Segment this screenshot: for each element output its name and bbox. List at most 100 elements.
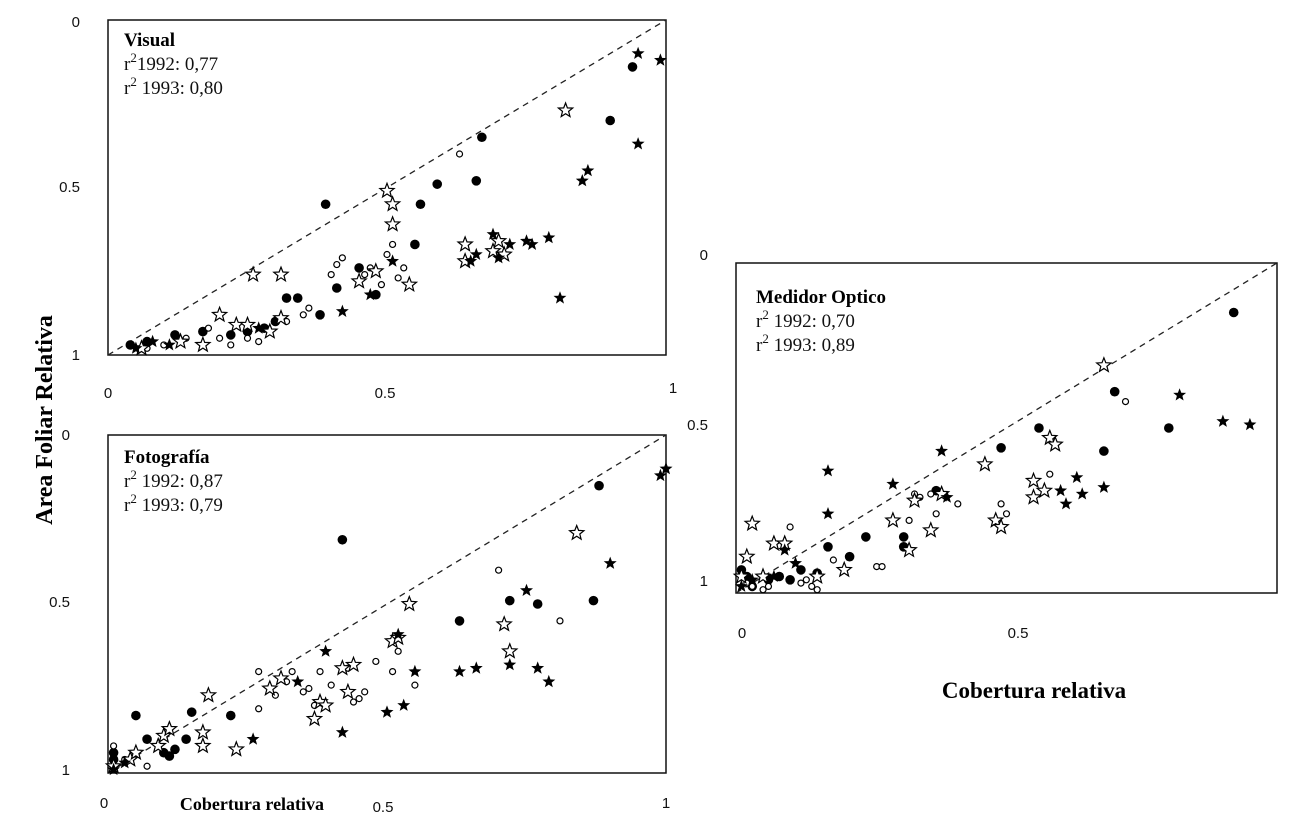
data-point-filled-circle (1109, 386, 1120, 397)
data-point-filled-circle (844, 551, 855, 562)
data-point-open-star (227, 315, 246, 333)
data-point-filled-star (453, 664, 466, 678)
data-point-open-star (1024, 471, 1043, 489)
data-point-open-star (272, 308, 290, 326)
data-point-filled-star (789, 556, 802, 569)
data-point-open-star (149, 736, 168, 754)
data-point-filled-star (1173, 388, 1187, 401)
data-point-open-star (400, 275, 419, 293)
data-point-open-circle (400, 264, 408, 272)
data-point-open-star (992, 517, 1010, 535)
plot-frame (107, 19, 667, 356)
data-point-filled-circle (1228, 307, 1239, 318)
data-point-open-circle (388, 240, 397, 249)
data-point-open-circle (797, 579, 805, 587)
data-point-open-star (922, 521, 940, 538)
data-point-filled-star (520, 583, 533, 596)
data-point-open-circle (243, 334, 252, 342)
data-point-filled-star (631, 46, 645, 59)
y-tick-label: 0 (62, 427, 70, 444)
data-point-filled-star (319, 644, 333, 657)
data-point-open-star (383, 195, 402, 212)
data-point-open-star (316, 696, 335, 713)
data-point-filled-circle (281, 293, 292, 303)
data-point-open-star (905, 491, 924, 509)
data-point-filled-star (492, 251, 506, 264)
data-point-open-circle (1046, 470, 1054, 478)
data-point-open-circle (748, 582, 756, 591)
data-point-filled-star (520, 234, 533, 247)
data-point-open-star (171, 332, 190, 350)
data-point-open-circle (355, 695, 363, 703)
data-point-open-circle (305, 684, 313, 693)
data-point-open-star (261, 679, 279, 696)
data-point-open-star (210, 305, 229, 323)
data-point-filled-star (162, 338, 176, 351)
data-point-open-star (227, 740, 246, 757)
data-point-open-star (568, 523, 586, 541)
r-squared-stat: r2 1993: 0,89 (756, 331, 855, 356)
y-tick-label: 0.5 (49, 594, 70, 611)
y-tick-label: 1 (72, 347, 80, 364)
data-point-filled-star (654, 53, 667, 66)
data-point-filled-star (542, 230, 556, 244)
data-point-open-circle (1121, 398, 1130, 406)
x-axis-label-right: Cobertura relativa (942, 678, 1127, 703)
data-point-filled-star (291, 674, 305, 688)
data-point-open-star (495, 615, 513, 632)
data-point-open-star (484, 242, 502, 259)
data-point-filled-star (1216, 414, 1230, 427)
data-point-filled-circle (142, 336, 152, 347)
data-point-filled-star (734, 579, 748, 592)
data-point-open-circle (813, 586, 821, 594)
data-point-filled-circle (785, 575, 795, 585)
data-point-filled-star (118, 756, 132, 769)
x-tick-label: 0.5 (1008, 625, 1029, 642)
data-point-open-star (835, 560, 853, 578)
data-point-open-star (400, 594, 419, 612)
x-tick-label: 1 (662, 795, 670, 812)
data-point-filled-circle (594, 480, 604, 491)
data-point-filled-circle (320, 199, 331, 210)
data-point-open-circle (927, 490, 935, 498)
data-point-open-circle (255, 705, 263, 713)
data-point-filled-star (935, 444, 948, 457)
data-point-open-star (272, 669, 290, 686)
data-point-open-circle (802, 576, 810, 584)
data-point-open-star (199, 686, 218, 703)
data-point-filled-circle (315, 310, 325, 320)
data-point-filled-star (363, 287, 377, 301)
data-point-filled-star (1059, 497, 1073, 510)
data-point-open-circle (411, 681, 419, 689)
data-point-open-circle (255, 338, 263, 346)
data-point-filled-circle (432, 179, 443, 189)
x-tick-label: 0 (100, 795, 108, 812)
plot-frame (107, 434, 667, 774)
x-axis-label-bottom-left: Cobertura relativa (180, 794, 324, 814)
r-squared-stat: r2 1993: 0,79 (124, 491, 223, 516)
r-squared-stat: r2 1993: 0,80 (124, 74, 223, 99)
data-point-open-star (456, 235, 474, 252)
data-point-filled-circle (170, 744, 180, 755)
data-point-open-star (976, 455, 994, 472)
data-point-open-star (333, 659, 352, 676)
data-point-open-star (155, 726, 173, 744)
data-point-open-star (884, 511, 902, 528)
data-point-filled-circle (292, 293, 303, 303)
data-point-filled-star (335, 725, 349, 738)
data-point-filled-star (631, 137, 645, 150)
data-point-filled-circle (225, 330, 236, 340)
data-point-open-star (194, 736, 212, 754)
data-point-filled-circle (532, 599, 543, 609)
data-point-open-circle (377, 281, 386, 289)
x-tick-label: 0.5 (375, 385, 396, 402)
panel-title: Medidor Optico (756, 287, 886, 308)
data-point-open-circle (109, 742, 118, 750)
data-point-open-star (350, 272, 368, 289)
data-point-filled-star (1075, 487, 1089, 500)
data-point-open-circle (556, 617, 564, 625)
data-point-open-circle (997, 500, 1005, 508)
data-point-open-circle (394, 274, 402, 282)
